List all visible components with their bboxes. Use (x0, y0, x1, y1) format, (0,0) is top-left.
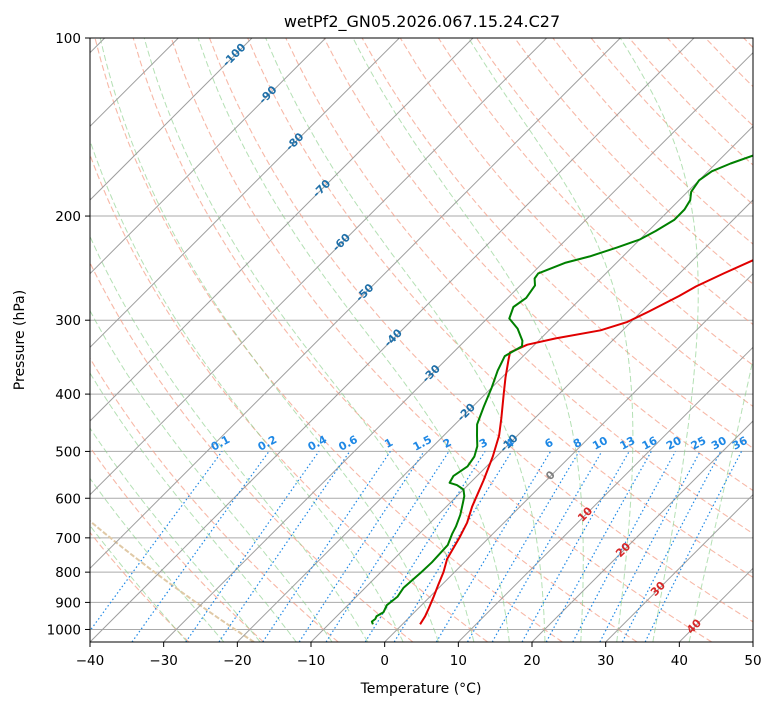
x-tick-label: 10 (450, 653, 467, 669)
x-tick-label: 20 (523, 653, 540, 669)
isotherm-line (90, 38, 400, 349)
temperature-profile-line (419, 259, 753, 625)
moist-adiabat (265, 38, 546, 642)
dry-adiabat (247, 38, 753, 578)
isotherm-line (163, 51, 753, 642)
isotherm-line (531, 420, 753, 642)
dry-adiabat (94, 38, 563, 642)
y-tick-label: 1000 (47, 622, 81, 638)
y-axis-ticks: 100 200 300 400 500 600 700 800 900 1000 (47, 31, 90, 638)
isotherm-line (90, 38, 621, 570)
mixing-ratio-label: 13 (618, 434, 638, 453)
dry-adiabat (90, 446, 264, 642)
chart-title: wetPf2_GN05.2026.067.15.24.C27 (284, 12, 560, 32)
y-tick-label: 600 (55, 491, 81, 507)
isotherm-line (90, 38, 327, 275)
x-tick-label: −20 (223, 653, 252, 669)
x-axis-ticks: −40 −30 −20 −10 0 10 20 30 40 50 (76, 642, 762, 669)
y-tick-label: 900 (55, 595, 81, 611)
isotherm-grid (90, 38, 753, 642)
x-tick-label: 40 (671, 653, 688, 669)
dry-adiabat (514, 38, 753, 285)
mixing-ratio-lines (90, 451, 743, 642)
isotherm-line (90, 38, 253, 201)
mixing-ratio-line (545, 451, 652, 642)
isotherm-line (90, 38, 695, 642)
plot-frame (89, 37, 754, 643)
mixing-ratio-line (218, 451, 351, 642)
profile-series (370, 154, 753, 625)
isotherm-line (236, 125, 753, 642)
saturation-curve (90, 519, 255, 642)
mixing-ratio-label: 10 (590, 434, 610, 453)
y-axis-label: Pressure (hPa) (12, 290, 28, 390)
moist-adiabat (688, 356, 753, 642)
dry-adiabat (90, 531, 190, 642)
mixing-ratio-line (572, 451, 677, 642)
mixing-ratio-line (185, 451, 320, 642)
isotherm-line (90, 38, 474, 422)
x-tick-label: −10 (297, 653, 326, 669)
mixing-ratio-label: 20 (664, 434, 684, 453)
plot-area: -100-90-80-70-60-50-40-30-20-10010203040… (90, 38, 753, 642)
mixing-ratio-line (644, 451, 743, 642)
mixing-ratio-label: 30 (709, 434, 729, 453)
mixing-ratio-line (262, 451, 391, 642)
dry-adiabat (208, 38, 753, 623)
dewpoint-profile-line (370, 154, 753, 625)
isotherm-line (605, 493, 753, 642)
x-tick-label: −30 (149, 653, 178, 669)
mixing-ratio-line (131, 451, 270, 642)
y-tick-label: 700 (55, 531, 81, 547)
y-tick-label: 200 (55, 209, 81, 225)
dry-adiabat (437, 38, 753, 366)
moist-adiabat (90, 524, 188, 642)
dry-adiabat (132, 38, 638, 642)
moist-adiabat (90, 235, 369, 642)
y-tick-label: 100 (55, 31, 81, 47)
isotherm-line (310, 199, 753, 642)
moist-adiabat (197, 38, 510, 642)
moist-adiabat (99, 38, 439, 642)
moist-adiabat (619, 38, 699, 642)
dry-adiabat (399, 38, 753, 408)
moist-adiabat (90, 477, 225, 642)
x-tick-label: 50 (744, 653, 761, 669)
mixing-ratio-line (393, 451, 513, 642)
moist-adiabat (352, 38, 584, 642)
x-tick-label: 0 (380, 653, 389, 669)
y-tick-label: 400 (55, 387, 81, 403)
x-axis-label: Temperature (°C) (360, 681, 482, 697)
x-tick-label: 30 (597, 653, 614, 669)
mixing-ratio-line (325, 451, 450, 642)
dry-adiabat (90, 357, 339, 642)
isotherm-line (457, 346, 753, 642)
mixing-ratio-line (621, 451, 722, 642)
y-tick-label: 300 (55, 313, 81, 329)
mixing-ratio-line (90, 451, 223, 632)
moist-adiabat (143, 38, 475, 642)
mixing-ratio-label: 25 (689, 434, 709, 453)
y-tick-label: 800 (55, 565, 81, 581)
mixing-ratio-label: 36 (730, 434, 750, 453)
moist-adiabat (90, 427, 261, 642)
moist-adiabats (90, 38, 753, 642)
isotherm-line (384, 272, 753, 642)
moist-adiabat (90, 139, 404, 642)
x-tick-label: −40 (76, 653, 105, 669)
mixing-ratio-label: 16 (640, 434, 660, 453)
mixing-ratio-line (298, 451, 425, 642)
mixing-ratio-line (521, 451, 630, 642)
saturation-curve (90, 519, 255, 642)
isobar-grid (90, 38, 753, 630)
isotherm-line (90, 38, 548, 496)
y-tick-label: 500 (55, 444, 81, 460)
moist-adiabat (90, 372, 297, 642)
